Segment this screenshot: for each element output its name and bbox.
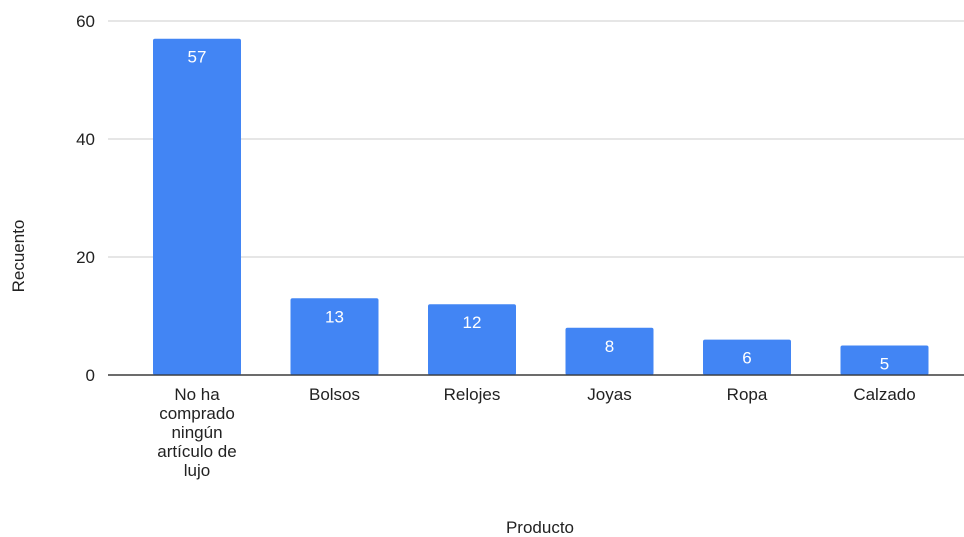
x-axis-title: Producto [506, 518, 574, 537]
y-axis-tick-labels: 0 20 40 60 [76, 12, 95, 385]
x-category-label-line: Joyas [587, 385, 631, 404]
x-axis-category-labels: No ha comprado ningún artículo de lujo Bolsos… [157, 385, 915, 480]
bar [153, 38, 241, 375]
x-category-label-line: Bolsos [309, 385, 360, 404]
x-category-label-line: comprado [159, 404, 235, 423]
x-category-label-line: Calzado [853, 385, 915, 404]
bar-value-label: 8 [605, 337, 614, 356]
bar [290, 298, 379, 375]
bar [565, 327, 654, 375]
y-tick-label: 0 [86, 366, 95, 385]
bar-value-label: 13 [325, 307, 344, 326]
x-category-label-line: lujo [184, 461, 210, 480]
bar [703, 339, 791, 375]
x-category-label-line: Relojes [444, 385, 501, 404]
x-category-label: Joyas [587, 385, 631, 404]
y-tick-label: 20 [76, 248, 95, 267]
bars: 57 13 12 8 6 5 [108, 38, 964, 376]
bar-value-label: 57 [188, 48, 207, 67]
bar [428, 304, 516, 375]
x-category-label-line: ningún [171, 423, 222, 442]
bar-value-label: 6 [742, 349, 751, 368]
y-tick-label: 60 [76, 12, 95, 31]
x-category-label: No ha comprado ningún artículo de lujo [157, 385, 236, 480]
bar [840, 345, 929, 375]
x-category-label: Relojes [444, 385, 501, 404]
bar-value-label: 5 [880, 355, 889, 374]
y-tick-label: 40 [76, 130, 95, 149]
x-category-label-line: No ha [174, 385, 220, 404]
bar-value-label: 12 [463, 313, 482, 332]
x-category-label: Bolsos [309, 385, 360, 404]
x-category-label: Calzado [853, 385, 915, 404]
x-category-label-line: Ropa [727, 385, 768, 404]
x-category-label-line: artículo de [157, 442, 236, 461]
x-category-label: Ropa [727, 385, 768, 404]
y-axis-title: Recuento [9, 220, 28, 293]
